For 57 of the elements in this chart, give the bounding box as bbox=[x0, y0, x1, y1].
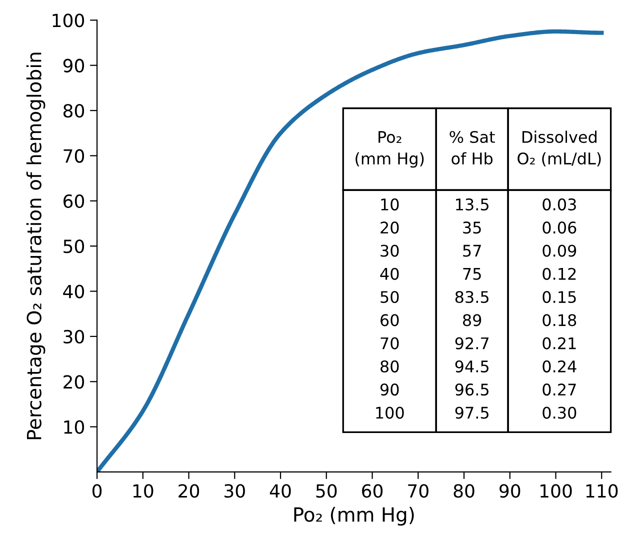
x-tick-label: 100 bbox=[540, 484, 572, 498]
x-tick-label: 20 bbox=[178, 484, 200, 498]
annotation: 35 bbox=[463, 222, 481, 234]
annotation: 0.15 bbox=[542, 290, 576, 304]
x-tick-label: 60 bbox=[362, 484, 383, 498]
annotation: 75 bbox=[463, 268, 481, 280]
x-axis-title: Po₂ (mm Hg) bbox=[294, 506, 414, 526]
annotation: 57 bbox=[463, 244, 481, 257]
annotation: 70 bbox=[380, 337, 399, 350]
annotation: 0.12 bbox=[542, 268, 576, 280]
annotation: 13.5 bbox=[456, 198, 488, 210]
annotation: 0.30 bbox=[542, 406, 576, 419]
x-tick-label: 70 bbox=[408, 484, 428, 498]
annotation: 80 bbox=[380, 360, 399, 372]
y-tick-label: 60 bbox=[64, 194, 84, 208]
annotation: Dissolved O₂ (mL/dL) bbox=[518, 130, 601, 166]
annotation: 0.24 bbox=[542, 360, 576, 372]
y-tick-label: 70 bbox=[64, 149, 84, 163]
annotation: 40 bbox=[380, 268, 399, 280]
x-tick-label: 90 bbox=[500, 484, 520, 498]
x-tick-label: 40 bbox=[270, 484, 291, 498]
y-tick-label: 80 bbox=[63, 104, 84, 118]
y-tick-label: 50 bbox=[64, 240, 84, 254]
annotation: 30 bbox=[380, 244, 399, 257]
annotation: 0.27 bbox=[542, 384, 576, 396]
y-axis-title: Percentage O₂ saturation of hemoglobin bbox=[26, 52, 46, 440]
annotation: 97.5 bbox=[455, 406, 488, 419]
y-tick-label: 10 bbox=[64, 420, 84, 434]
x-tick-label: 50 bbox=[316, 484, 337, 498]
y-tick-label: 100 bbox=[52, 14, 84, 28]
annotation: 0.18 bbox=[542, 314, 576, 326]
annotation: 94.5 bbox=[455, 360, 488, 372]
annotation: 10 bbox=[381, 198, 399, 210]
annotation: 0.06 bbox=[542, 222, 576, 234]
annotation: 92.7 bbox=[455, 337, 488, 350]
x-tick-label: 10 bbox=[133, 484, 154, 498]
annotation: 96.5 bbox=[455, 384, 488, 396]
annotation: 0.21 bbox=[542, 337, 576, 350]
annotation: 83.5 bbox=[455, 290, 488, 304]
x-tick-label: 110 bbox=[586, 484, 618, 498]
x-tick-label: 30 bbox=[224, 484, 245, 498]
x-tick-label: 80 bbox=[454, 484, 474, 498]
annotation: Po₂ (mm Hg) bbox=[356, 131, 424, 168]
annotation: 0.03 bbox=[542, 198, 576, 210]
annotation: 90 bbox=[380, 384, 399, 396]
annotation: 60 bbox=[380, 314, 399, 326]
y-tick-label: 40 bbox=[63, 284, 84, 298]
annotation: % Sat of Hb bbox=[450, 130, 495, 165]
annotation: 100 bbox=[376, 406, 404, 419]
y-tick-label: 90 bbox=[63, 58, 84, 72]
annotation: 89 bbox=[463, 314, 482, 326]
x-tick-label: 0 bbox=[92, 484, 102, 498]
y-tick-label: 30 bbox=[64, 330, 84, 344]
y-tick-label: 20 bbox=[64, 375, 84, 389]
annotation: 50 bbox=[380, 290, 399, 304]
annotation: 0.09 bbox=[542, 244, 576, 257]
annotation: 20 bbox=[380, 222, 399, 234]
